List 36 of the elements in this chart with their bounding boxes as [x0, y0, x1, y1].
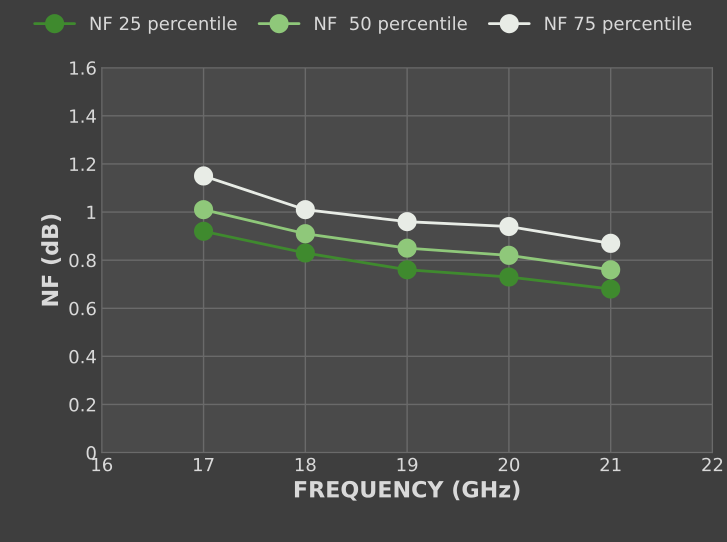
y-tick-label: 0.4	[69, 350, 96, 364]
legend-label: NF 50 percentile	[315, 16, 467, 34]
y-axis-title: NF (dB)	[41, 214, 61, 306]
y-tick-label: 0.6	[69, 302, 96, 316]
y-tick-label: 1.2	[70, 157, 96, 171]
point	[499, 216, 518, 236]
y-tick-label: 0.2	[69, 398, 96, 412]
x-tick-label: 22	[702, 458, 722, 472]
x-tick-label: 16	[92, 458, 112, 472]
point	[194, 222, 214, 241]
point	[398, 212, 417, 232]
x-tick-label: 19	[398, 458, 418, 472]
x-tick-label: 21	[600, 458, 620, 472]
point	[601, 234, 620, 253]
point	[296, 200, 315, 220]
point	[194, 166, 214, 186]
point	[398, 238, 417, 258]
legend-label: NF 75 percentile	[545, 16, 692, 34]
point	[296, 224, 315, 244]
point	[601, 260, 620, 280]
point	[296, 243, 315, 262]
y-tick-label: 1	[87, 206, 96, 219]
x-tick-label: 20	[498, 458, 520, 472]
point	[194, 200, 214, 220]
point	[601, 279, 620, 299]
x-tick-label: 17	[194, 458, 214, 472]
point	[398, 260, 417, 280]
legend-label: NF 25 percentile	[90, 16, 237, 34]
y-tick-label: 0	[86, 446, 96, 460]
x-axis-title: FREQUENCY (GHz)	[294, 480, 520, 501]
point	[499, 246, 518, 265]
y-tick-label: 1.4	[70, 110, 96, 123]
y-tick-label: 1.6	[70, 61, 96, 75]
y-tick-label: 0.8	[69, 254, 96, 268]
point	[499, 267, 518, 287]
x-tick-label: 18	[296, 458, 316, 472]
